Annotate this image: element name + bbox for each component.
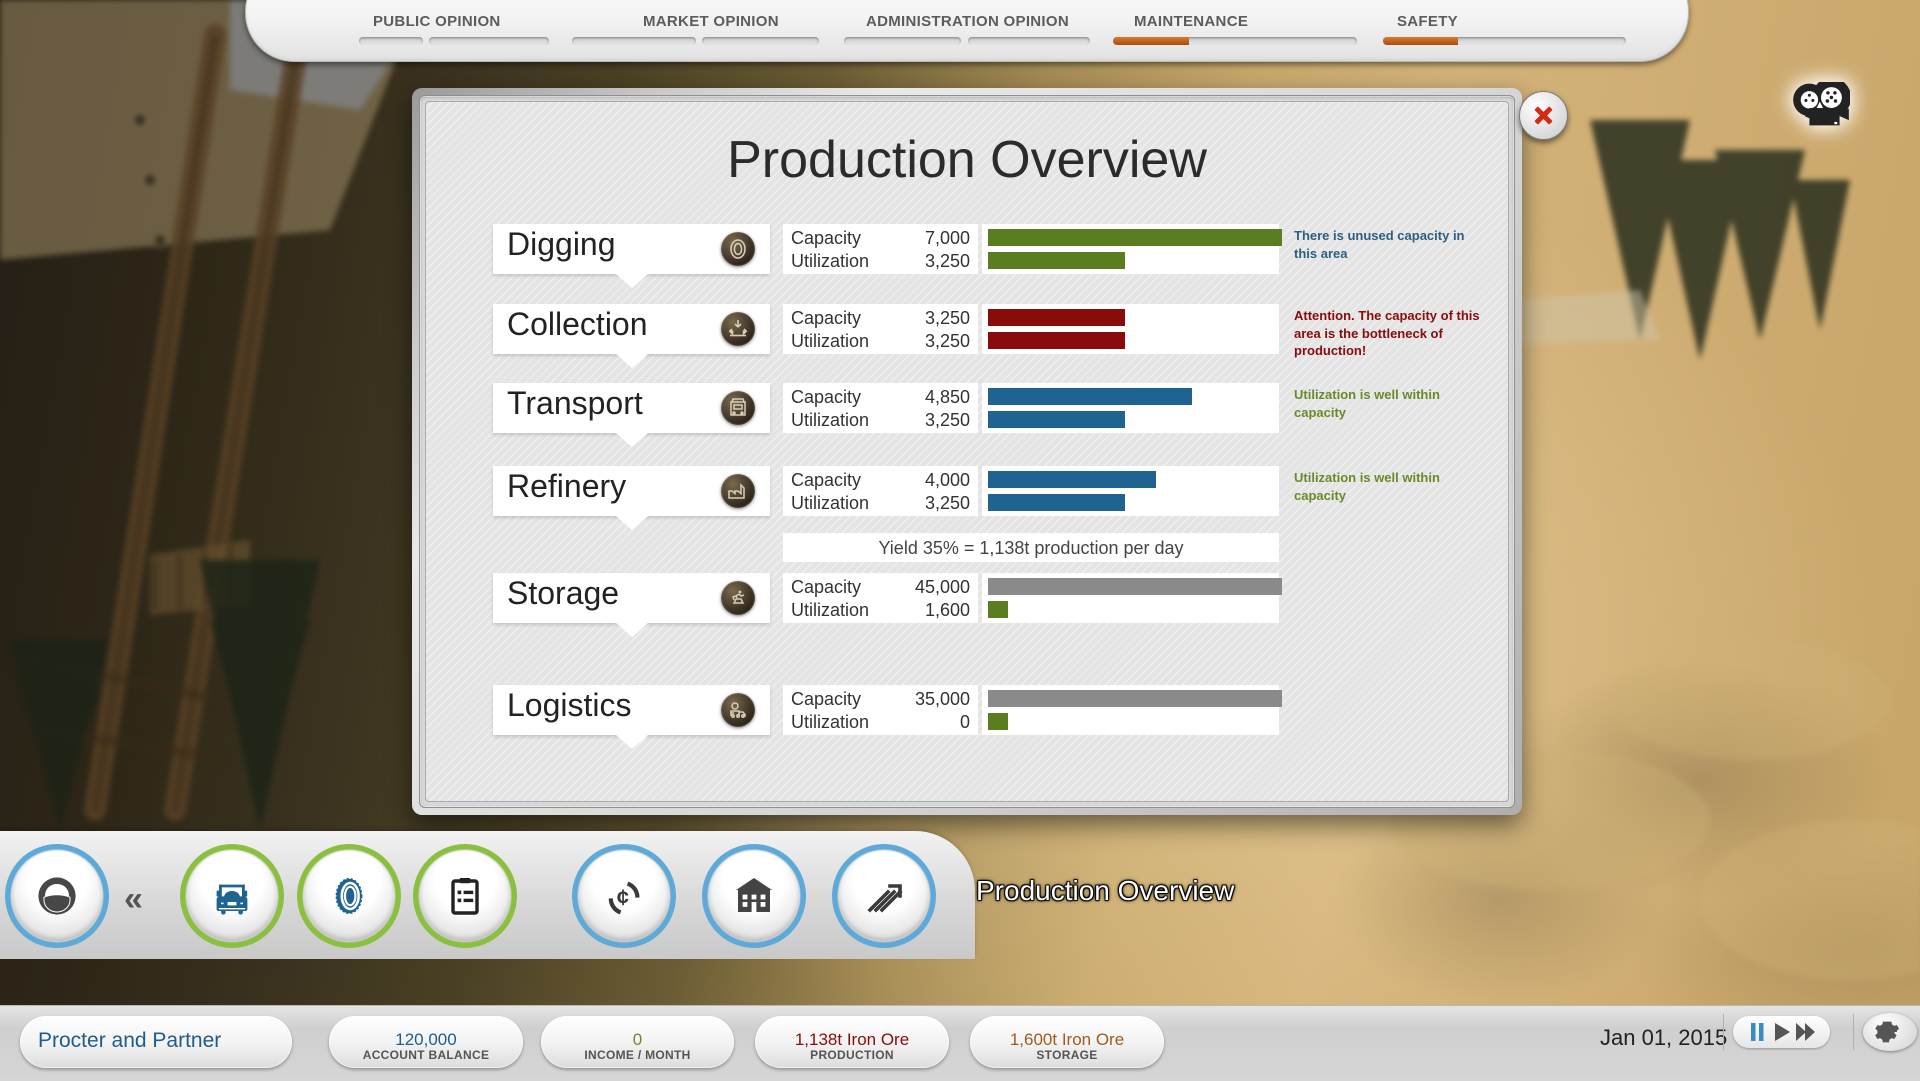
svg-text:¢: ¢	[617, 885, 629, 910]
